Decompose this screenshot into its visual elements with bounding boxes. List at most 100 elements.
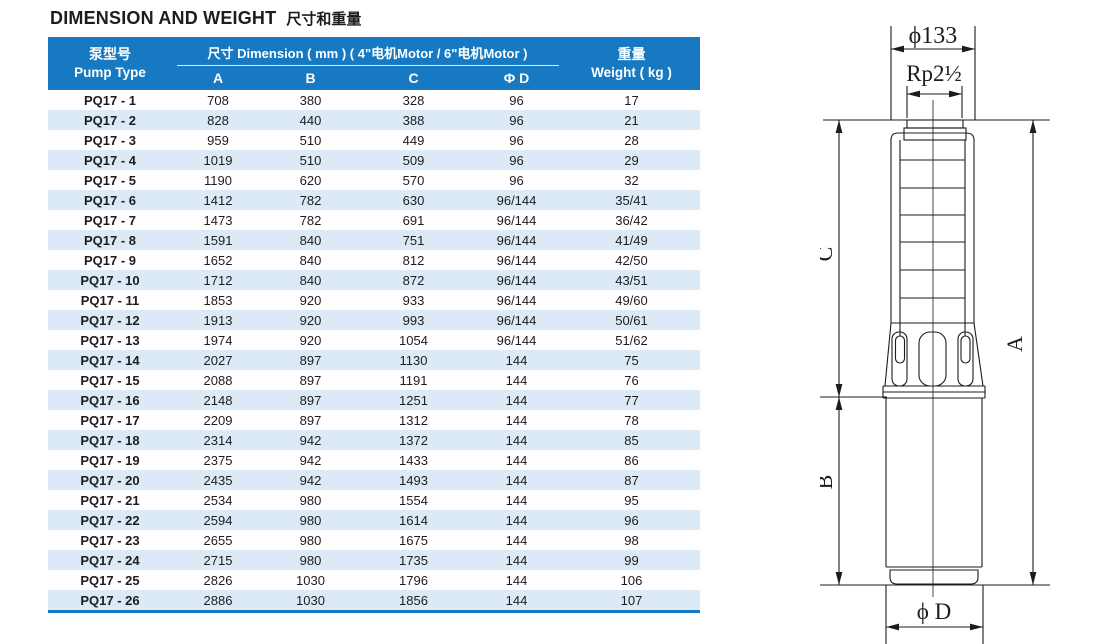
cell-b: 840 [299, 272, 322, 288]
cell-a: 2209 [203, 412, 233, 428]
cell-pump-type: PQ17 - 15 [80, 372, 140, 388]
cell-b: 897 [299, 392, 322, 408]
cell-d: 144 [505, 452, 528, 468]
cell-pump-type: PQ17 - 5 [83, 172, 137, 188]
cell-weight: 86 [624, 452, 639, 468]
cell-a: 1913 [203, 312, 233, 328]
table-row: PQ17 - 2 828 440 388 96 21 [48, 110, 700, 130]
cell-b: 510 [299, 152, 322, 168]
table-row: PQ17 - 17 2209 897 1312 144 78 [48, 410, 700, 430]
label-dim-a: A [1002, 336, 1027, 352]
header-weight-zh: 重量 [617, 45, 646, 62]
table-row: PQ17 - 6 1412 782 630 96/144 35/41 [48, 190, 700, 210]
cell-a: 1591 [203, 232, 233, 248]
table-row: PQ17 - 25 2826 1030 1796 144 106 [48, 570, 700, 590]
table-row: PQ17 - 19 2375 942 1433 144 86 [48, 450, 700, 470]
cell-pump-type: PQ17 - 1 [83, 92, 137, 108]
cell-d: 144 [505, 372, 528, 388]
cell-weight: 50/61 [615, 312, 648, 328]
cell-c: 933 [402, 292, 425, 308]
header-pump-type-zh: 泵型号 [89, 45, 131, 62]
cell-b: 980 [299, 552, 322, 568]
cell-weight: 76 [624, 372, 639, 388]
cell-a: 2534 [203, 492, 233, 508]
cell-d: 144 [505, 392, 528, 408]
header-col-a: A [212, 70, 224, 86]
cell-d: 96/144 [496, 332, 537, 348]
cell-b: 840 [299, 232, 322, 248]
cell-c: 812 [402, 252, 425, 268]
cell-weight: 49/60 [615, 292, 648, 308]
cell-d: 144 [505, 592, 528, 608]
table-row: PQ17 - 12 1913 920 993 96/144 50/61 [48, 310, 700, 330]
cell-pump-type: PQ17 - 11 [80, 292, 140, 308]
cell-pump-type: PQ17 - 23 [80, 532, 140, 548]
cell-d: 96/144 [496, 272, 537, 288]
table-row: PQ17 - 3 959 510 449 96 28 [48, 130, 700, 150]
table-row: PQ17 - 14 2027 897 1130 144 75 [48, 350, 700, 370]
cell-c: 1251 [399, 392, 428, 408]
table-row: PQ17 - 5 1190 620 570 96 32 [48, 170, 700, 190]
pump-drawing: ϕ133 Rp2½ C B A ϕ D [820, 23, 1050, 644]
cell-c: 328 [402, 92, 425, 108]
cell-weight: 41/49 [615, 232, 648, 248]
cell-weight: 87 [624, 472, 639, 488]
cell-d: 144 [505, 512, 528, 528]
cell-a: 2715 [203, 552, 233, 568]
table-row: PQ17 - 10 1712 840 872 96/144 43/51 [48, 270, 700, 290]
cell-pump-type: PQ17 - 4 [83, 152, 137, 168]
table-row: PQ17 - 21 2534 980 1554 144 95 [48, 490, 700, 510]
cell-c: 1554 [399, 492, 428, 508]
table-row: PQ17 - 4 1019 510 509 96 29 [48, 150, 700, 170]
pump-outline [820, 26, 1050, 644]
cell-d: 96/144 [496, 212, 537, 228]
cell-pump-type: PQ17 - 6 [83, 192, 137, 208]
cell-b: 620 [299, 172, 322, 188]
cell-c: 630 [402, 192, 425, 208]
cell-c: 1493 [399, 472, 428, 488]
dimension-labels: ϕ133 Rp2½ C B A ϕ D [820, 23, 1027, 624]
header-divider [176, 65, 559, 66]
label-dim-b: B [820, 475, 837, 490]
cell-c: 691 [402, 212, 425, 228]
cell-c: 1735 [399, 552, 428, 568]
dimension-weight-table: 泵型号 Pump Type 尺寸 Dimension ( mm ) ( 4"电机… [48, 37, 700, 613]
cell-d: 144 [505, 412, 528, 428]
header-weight-en: Weight ( kg ) [591, 64, 672, 80]
header-pump-type: 泵型号 Pump Type [48, 37, 172, 90]
cell-weight: 85 [624, 432, 639, 448]
dimension-arrows [835, 45, 1037, 631]
table-row: PQ17 - 23 2655 980 1675 144 98 [48, 530, 700, 550]
cell-a: 1712 [203, 272, 233, 288]
cell-pump-type: PQ17 - 3 [83, 132, 137, 148]
cell-d: 144 [505, 572, 528, 588]
cell-weight: 99 [624, 552, 639, 568]
cell-c: 1054 [399, 332, 428, 348]
cell-d: 96 [509, 152, 524, 168]
table-row: PQ17 - 22 2594 980 1614 144 96 [48, 510, 700, 530]
cell-weight: 51/62 [615, 332, 648, 348]
header-dimension-group: 尺寸 Dimension ( mm ) ( 4"电机Motor / 6"电机Mo… [172, 37, 563, 90]
table-header: 泵型号 Pump Type 尺寸 Dimension ( mm ) ( 4"电机… [48, 37, 700, 90]
title-english: DIMENSION AND WEIGHT [50, 8, 277, 28]
cell-a: 1853 [203, 292, 233, 308]
cell-d: 96/144 [496, 192, 537, 208]
cell-d: 144 [505, 552, 528, 568]
cell-weight: 29 [624, 152, 639, 168]
cell-a: 1652 [203, 252, 233, 268]
table-row: PQ17 - 24 2715 980 1735 144 99 [48, 550, 700, 570]
table-row: PQ17 - 15 2088 897 1191 144 76 [48, 370, 700, 390]
cell-d: 96/144 [496, 252, 537, 268]
cell-weight: 106 [620, 572, 643, 588]
cell-a: 1190 [204, 172, 232, 188]
cell-a: 2148 [203, 392, 233, 408]
cell-pump-type: PQ17 - 9 [83, 252, 137, 268]
cell-d: 144 [505, 432, 528, 448]
table-row: PQ17 - 20 2435 942 1493 144 87 [48, 470, 700, 490]
cell-a: 1412 [203, 192, 233, 208]
cell-weight: 107 [620, 592, 643, 608]
table-row: PQ17 - 11 1853 920 933 96/144 49/60 [48, 290, 700, 310]
cell-d: 144 [505, 532, 528, 548]
cell-pump-type: PQ17 - 10 [80, 272, 140, 288]
cell-a: 828 [207, 112, 229, 128]
